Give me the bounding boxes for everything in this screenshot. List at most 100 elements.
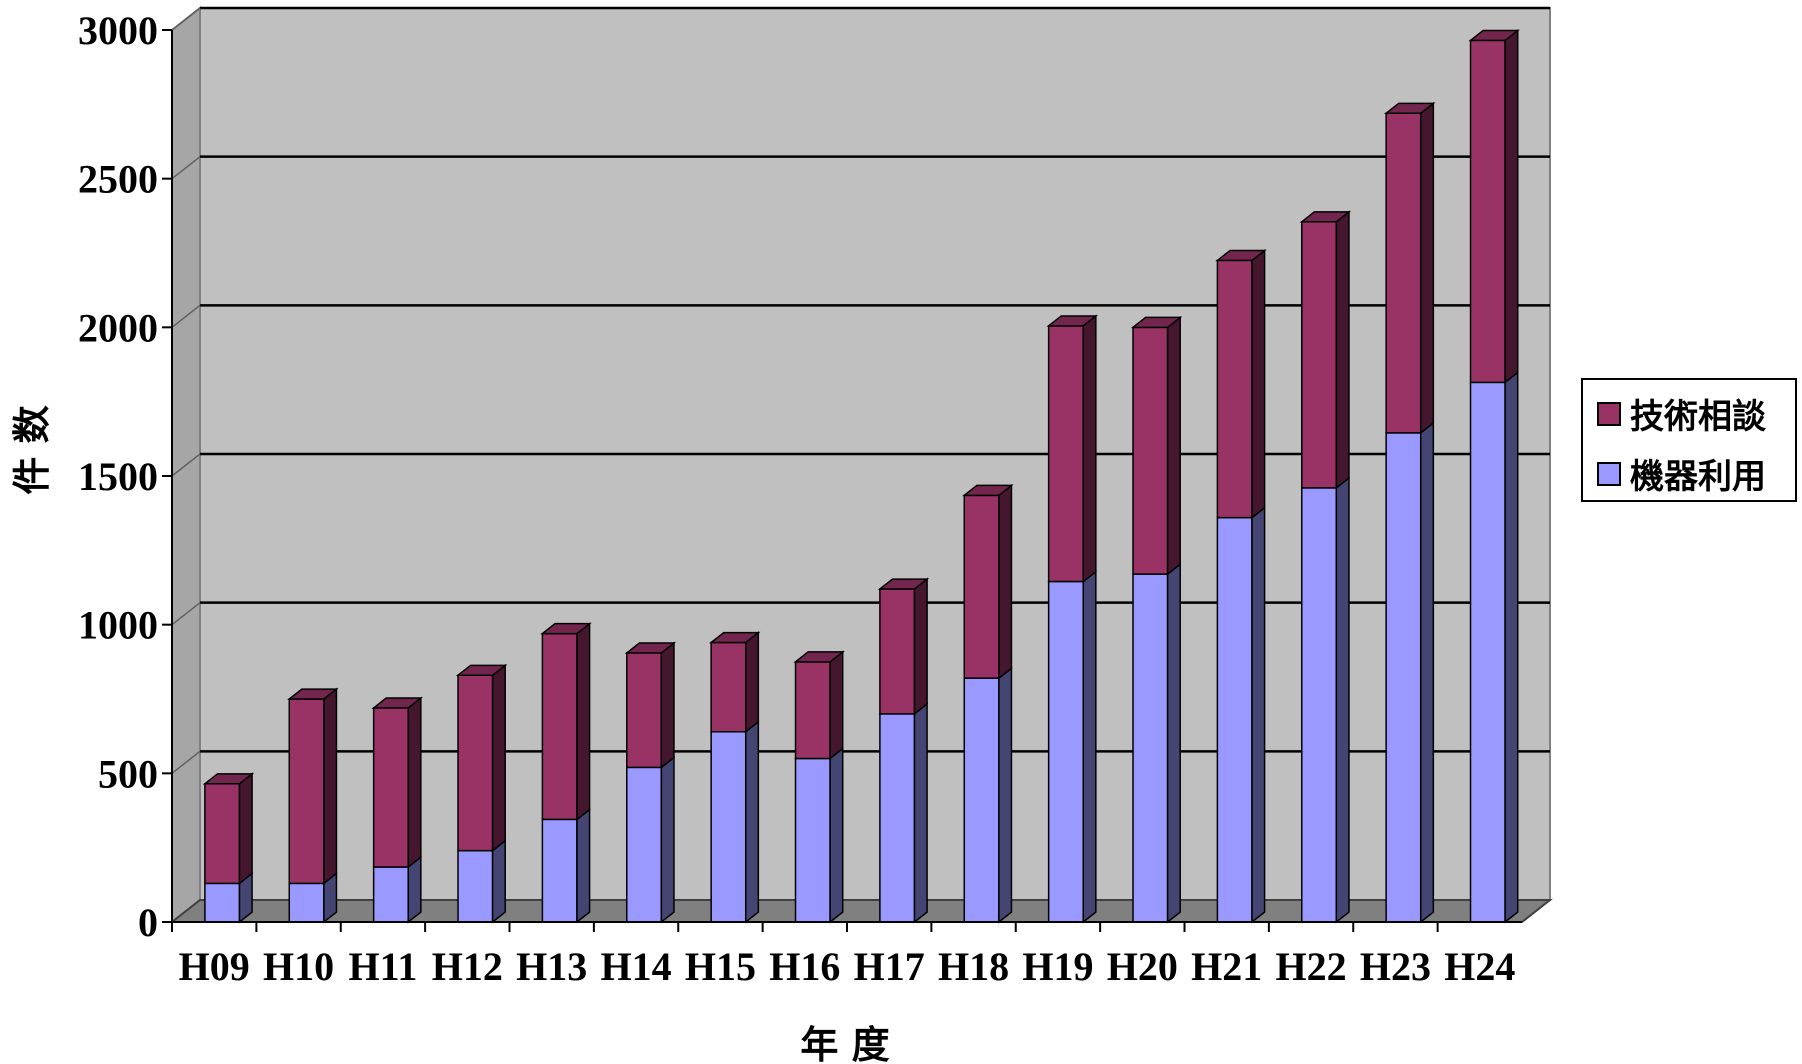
y-tick-labels: 0 500 1000 1500 2000 2500 3000 [78,8,172,945]
x-tick-label: H16 [769,944,840,989]
bar-front [1385,112,1422,434]
bar-front [879,713,916,923]
bar-side [660,755,675,924]
bar-side [1335,476,1350,924]
x-tick-label: H13 [516,944,587,989]
gridline-side [171,602,201,626]
y-tick-label: 3000 [78,8,158,53]
x-tick-label: H19 [1022,944,1093,989]
x-tick-label: H20 [1107,944,1178,989]
y-tick-label: 1500 [78,454,158,499]
gridline-side [171,750,201,774]
bar-front [204,782,241,885]
bar-segment-H21-0 [1216,506,1266,924]
bar-segment-H23-1 [1383,101,1436,435]
bar-side [1419,421,1435,924]
bar-side [998,666,1013,924]
bar-side [1419,101,1435,435]
bar-side [576,622,591,821]
bar-segment-H19-1 [1046,314,1099,584]
bar-front [963,494,1000,679]
bar-side [1082,570,1097,924]
y-axis-title: 件 数 [10,405,54,494]
y-tick-label: 1000 [78,603,158,648]
bar-segment-H17-0 [879,702,928,924]
x-tick-label: H10 [263,944,334,989]
bar-segment-H21-1 [1215,248,1267,520]
bar-side [491,663,506,853]
legend-label-consult: 技術相談 [1630,397,1767,437]
bar-side [1166,315,1181,576]
bar-front [372,866,409,923]
bar-segment-H13-0 [541,807,591,924]
bar-front [541,632,578,821]
bar-front [794,757,831,923]
bar-side [1335,210,1350,490]
bar-side [913,577,928,716]
bar-top [962,484,1014,497]
bar-segment-H13-1 [540,622,592,821]
gridline-side [171,304,201,328]
x-tick-label: H23 [1360,944,1431,989]
bar-side [1251,248,1266,520]
bar-front [710,730,747,923]
legend: 技術相談 機器利用 [1581,378,1797,502]
bar-top [877,578,930,590]
bar-front [457,849,494,923]
bar-front [1301,487,1338,923]
bar-front [879,588,916,715]
bar-side [238,772,253,885]
bar-side [1251,506,1266,924]
bar-segment-H24-0 [1469,370,1519,924]
bar-segment-H18-0 [963,666,1013,924]
bar-side [829,650,844,761]
bar-front [288,882,325,923]
x-tick-label: H24 [1444,944,1515,989]
y-tick-label: 2000 [78,305,158,350]
bar-side [744,631,760,734]
x-tick-label: H09 [179,944,250,989]
x-tick-label: H15 [685,944,756,989]
bar-segment-H16-0 [794,747,844,924]
bar-side [1504,370,1519,924]
bar-segment-H10-1 [287,687,339,885]
bar-front [1469,381,1506,923]
x-tick-label: H22 [1276,944,1347,989]
bar-front [541,818,578,923]
bar-segment-H18-1 [962,483,1014,680]
bar-segment-H19-0 [1047,570,1097,924]
bar-side [998,483,1013,680]
bar-top [1215,249,1267,262]
bar-top [455,664,508,676]
bar-front [288,698,325,885]
bar-segment-H24-1 [1468,28,1520,384]
bar-front [1216,516,1253,923]
bar-top [371,697,424,709]
bar-front [1301,221,1338,489]
bar-front [457,674,494,852]
gridline-side [171,156,201,180]
bar-segment-H22-1 [1299,210,1352,490]
bar-segment-H16-1 [793,650,845,761]
bar-side [576,807,591,924]
bar-segment-H17-1 [877,577,930,716]
bars [202,28,1520,924]
y-tick-label: 0 [138,900,158,945]
bar-front [1047,580,1084,923]
x-tick-label: H21 [1191,944,1262,989]
gridline-side [171,7,201,31]
bar-segment-H12-0 [457,839,506,924]
bar-top [708,631,761,644]
bar-side [744,720,760,924]
bar-segment-H12-1 [455,663,508,853]
x-tick-label: H12 [432,944,503,989]
bar-front [204,882,241,923]
bar-top [1299,211,1352,223]
bar-front [794,661,831,760]
legend-label-equipment: 機器利用 [1630,457,1766,497]
bar-side [491,839,506,924]
bar-side [1504,28,1519,384]
bar-top [1046,315,1099,327]
bar-top [1468,29,1520,42]
bar-segment-H20-0 [1132,562,1181,924]
